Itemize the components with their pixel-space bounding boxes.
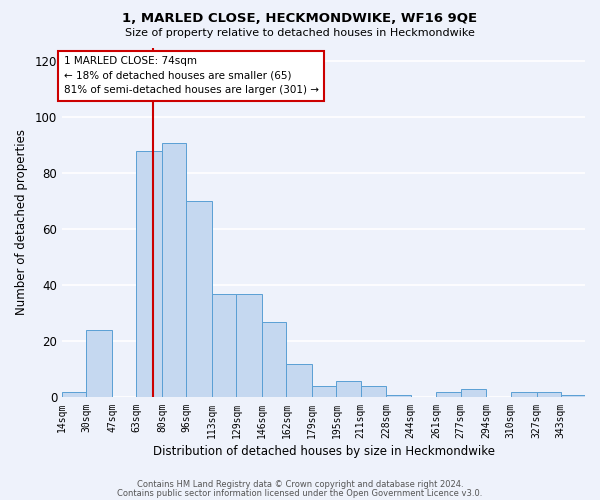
Text: 1, MARLED CLOSE, HECKMONDWIKE, WF16 9QE: 1, MARLED CLOSE, HECKMONDWIKE, WF16 9QE (122, 12, 478, 26)
Bar (262, 322, 286, 398)
Text: Size of property relative to detached houses in Heckmondwike: Size of property relative to detached ho… (125, 28, 475, 38)
Bar (361, 386, 386, 398)
Bar (236, 294, 262, 398)
Bar (136, 151, 162, 398)
Bar (536, 392, 561, 398)
Bar (461, 389, 487, 398)
Bar (62, 392, 86, 398)
Bar (436, 392, 461, 398)
X-axis label: Distribution of detached houses by size in Heckmondwike: Distribution of detached houses by size … (152, 444, 494, 458)
Y-axis label: Number of detached properties: Number of detached properties (15, 130, 28, 316)
Bar (212, 294, 236, 398)
Bar (561, 394, 585, 398)
Bar (86, 330, 112, 398)
Bar (312, 386, 337, 398)
Text: Contains public sector information licensed under the Open Government Licence v3: Contains public sector information licen… (118, 488, 482, 498)
Bar (187, 202, 212, 398)
Bar (286, 364, 312, 398)
Bar (162, 142, 187, 398)
Bar (511, 392, 536, 398)
Bar (337, 380, 361, 398)
Text: Contains HM Land Registry data © Crown copyright and database right 2024.: Contains HM Land Registry data © Crown c… (137, 480, 463, 489)
Text: 1 MARLED CLOSE: 74sqm
← 18% of detached houses are smaller (65)
81% of semi-deta: 1 MARLED CLOSE: 74sqm ← 18% of detached … (64, 56, 319, 96)
Bar (386, 394, 411, 398)
